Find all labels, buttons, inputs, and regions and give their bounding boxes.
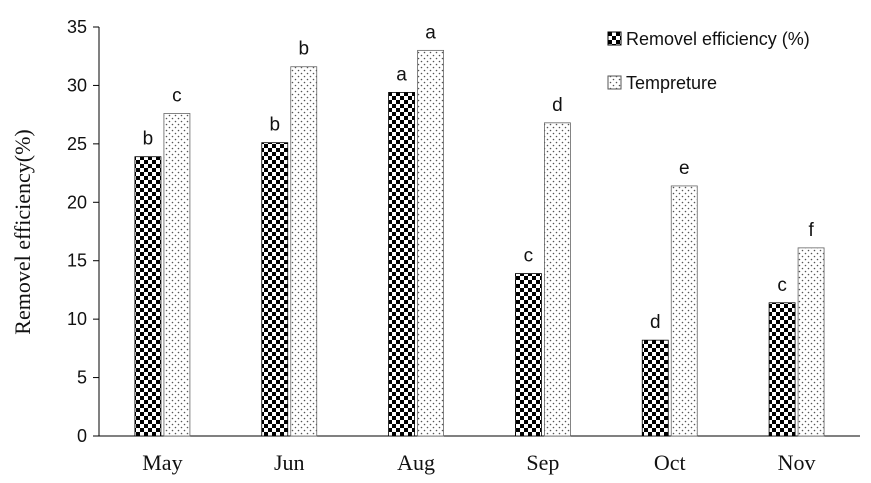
y-tick-label: 35	[67, 17, 87, 37]
bar-removel-efficiency-may	[134, 156, 162, 437]
legend-label-removel-efficiency: Removel efficiency (%)	[626, 29, 810, 49]
x-tick-label: Jun	[274, 450, 305, 475]
bar-removel-efficiency-oct	[641, 339, 669, 437]
legend-label-tempreture: Tempreture	[626, 73, 717, 93]
significance-letter: b	[143, 129, 154, 150]
significance-letter: b	[269, 115, 280, 136]
bar-removel-efficiency-aug	[388, 92, 415, 437]
bar-tempreture-may	[163, 113, 191, 437]
x-tick-label: Oct	[654, 450, 686, 475]
bar-removel-efficiency-jun	[261, 142, 289, 437]
x-tick-label: Sep	[526, 450, 559, 475]
bar-removel-efficiency-sep	[515, 273, 542, 437]
x-tick-label: Nov	[778, 450, 816, 475]
bar-tempreture-aug	[417, 49, 444, 437]
x-axis: May Jun Aug Sep Oct Nov	[99, 435, 860, 475]
bar-tempreture-jun	[290, 66, 318, 437]
legend: Removel efficiency (%) Tempreture	[607, 29, 810, 93]
bar-removel-efficiency-nov	[768, 302, 796, 437]
bar-tempreture-oct	[670, 185, 698, 437]
y-tick-label: 15	[67, 251, 87, 271]
significance-letter: a	[425, 22, 436, 43]
bar-tempreture-sep	[544, 122, 571, 437]
y-axis: 0 5 10 15 20 25 30 35	[67, 17, 100, 446]
y-tick-label: 0	[77, 426, 87, 446]
y-axis-label: Removel efficiency(%)	[10, 129, 35, 334]
bar-tempreture-nov	[797, 247, 825, 437]
significance-letters: b c b b aa c d d e c f	[143, 22, 815, 333]
y-tick-label: 5	[77, 368, 87, 388]
x-tick-label: May	[142, 450, 182, 475]
significance-letter: a	[396, 64, 407, 85]
bars-group	[134, 49, 825, 437]
y-tick-label: 10	[67, 309, 87, 329]
significance-letter: d	[650, 312, 661, 333]
significance-letter: e	[679, 158, 690, 179]
x-tick-label: Aug	[397, 450, 435, 475]
significance-letter: f	[808, 220, 814, 241]
significance-letter: c	[777, 275, 787, 296]
y-tick-label: 30	[67, 75, 87, 95]
significance-letter: d	[552, 95, 563, 116]
significance-letter: b	[298, 39, 309, 60]
legend-swatch-removel-efficiency	[607, 31, 622, 46]
y-tick-label: 25	[67, 134, 87, 154]
y-tick-label: 20	[67, 192, 87, 212]
significance-letter: c	[172, 85, 182, 106]
legend-swatch-tempreture	[607, 75, 622, 90]
significance-letter: c	[524, 246, 534, 267]
